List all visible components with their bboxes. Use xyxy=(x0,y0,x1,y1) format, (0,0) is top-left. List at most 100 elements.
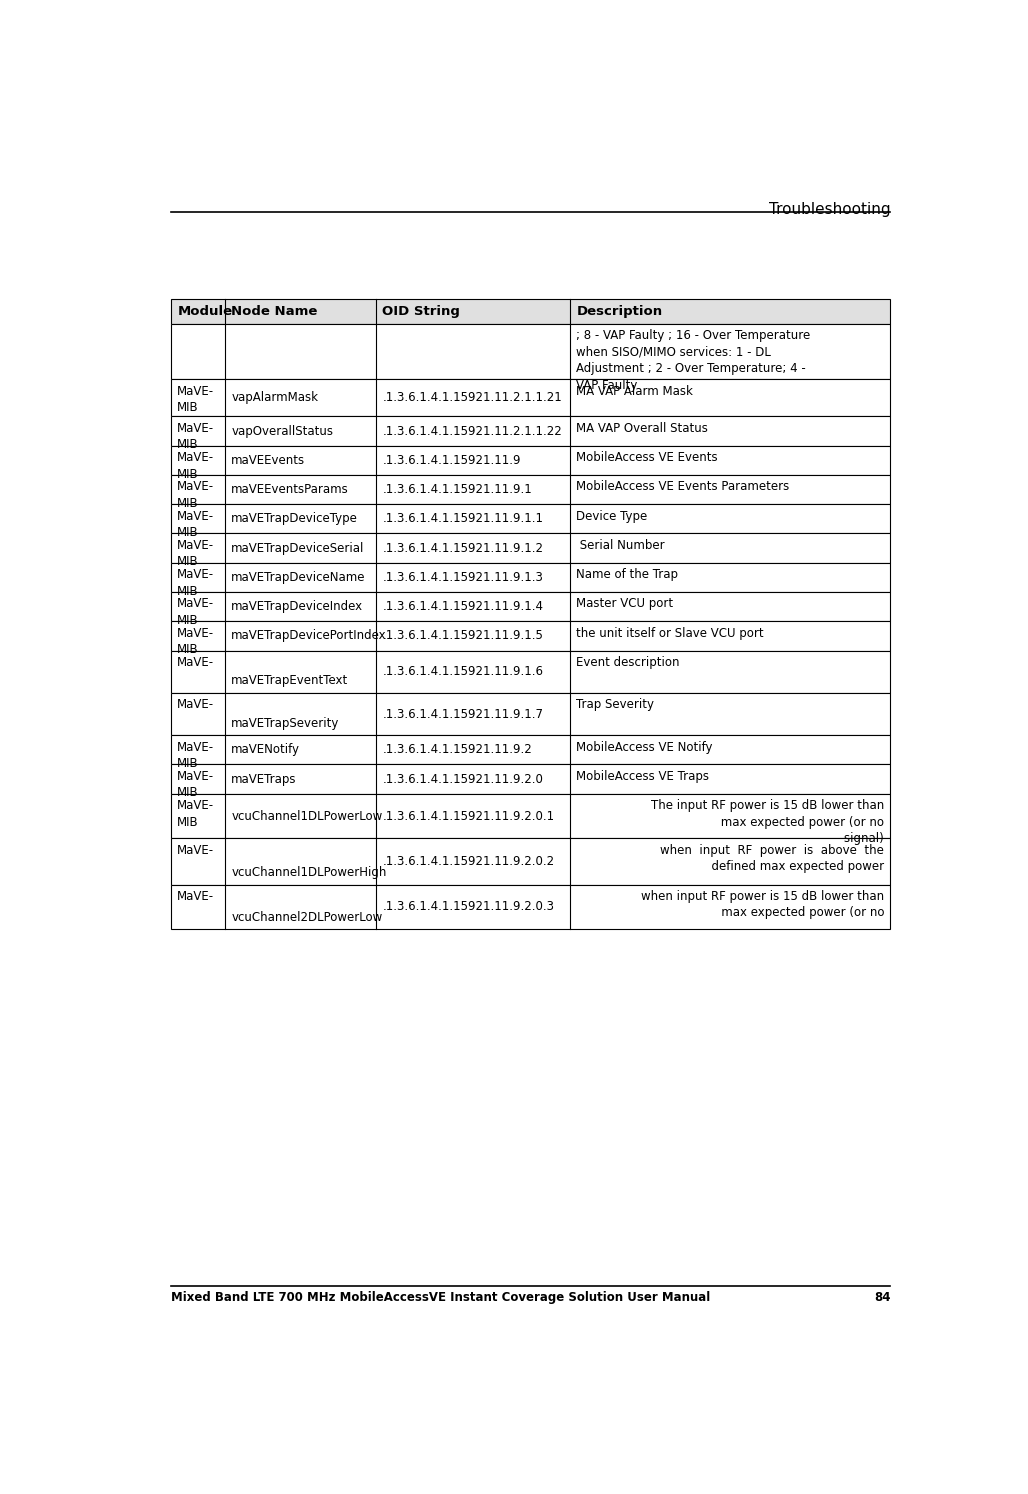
Text: vcuChannel1DLPowerHigh: vcuChannel1DLPowerHigh xyxy=(231,867,387,878)
Text: .1.3.6.1.4.1.15921.11.9.1.3: .1.3.6.1.4.1.15921.11.9.1.3 xyxy=(382,571,543,584)
Text: maVETrapDeviceIndex: maVETrapDeviceIndex xyxy=(231,601,363,613)
Text: MobileAccess VE Events Parameters: MobileAccess VE Events Parameters xyxy=(577,481,790,493)
Text: maVETrapEventText: maVETrapEventText xyxy=(231,674,348,687)
Text: MaVE-
MIB: MaVE- MIB xyxy=(177,451,215,481)
Text: maVEEventsParams: maVEEventsParams xyxy=(231,483,350,496)
Text: MaVE-
MIB: MaVE- MIB xyxy=(177,539,215,568)
Text: .1.3.6.1.4.1.15921.11.9.2.0.2: .1.3.6.1.4.1.15921.11.9.2.0.2 xyxy=(382,855,554,868)
Text: MaVE-
MIB: MaVE- MIB xyxy=(177,481,215,509)
Bar xyxy=(171,445,890,475)
Text: .1.3.6.1.4.1.15921.11.2.1.1.22: .1.3.6.1.4.1.15921.11.2.1.1.22 xyxy=(382,424,562,438)
Text: .1.3.6.1.4.1.15921.11.9.2.0.1: .1.3.6.1.4.1.15921.11.9.2.0.1 xyxy=(382,810,554,823)
Bar xyxy=(171,379,890,417)
Text: maVETrapDeviceName: maVETrapDeviceName xyxy=(231,571,366,584)
Bar xyxy=(171,533,890,563)
Text: Master VCU port: Master VCU port xyxy=(577,598,673,611)
Bar xyxy=(171,693,890,735)
Text: MaVE-: MaVE- xyxy=(177,656,215,669)
Text: Description: Description xyxy=(577,305,663,318)
Text: vcuChannel2DLPowerLow: vcuChannel2DLPowerLow xyxy=(231,911,382,923)
Bar xyxy=(171,650,890,693)
Text: .1.3.6.1.4.1.15921.11.9.1.1: .1.3.6.1.4.1.15921.11.9.1.1 xyxy=(382,512,543,526)
Text: Module: Module xyxy=(177,305,232,318)
Text: .1.3.6.1.4.1.15921.11.9.1.7: .1.3.6.1.4.1.15921.11.9.1.7 xyxy=(382,708,543,720)
Bar xyxy=(171,324,890,379)
Text: MaVE-: MaVE- xyxy=(177,890,215,902)
Text: maVETrapDeviceSerial: maVETrapDeviceSerial xyxy=(231,542,365,554)
Text: vapAlarmMask: vapAlarmMask xyxy=(231,391,319,405)
Text: MaVE-
MIB: MaVE- MIB xyxy=(177,626,215,656)
Bar xyxy=(171,417,890,445)
Bar xyxy=(171,884,890,929)
Bar xyxy=(171,563,890,592)
Text: MaVE-
MIB: MaVE- MIB xyxy=(177,568,215,598)
Text: MaVE-: MaVE- xyxy=(177,844,215,856)
Bar xyxy=(171,592,890,622)
Text: Node Name: Node Name xyxy=(231,305,318,318)
Text: Device Type: Device Type xyxy=(577,509,648,523)
Text: Serial Number: Serial Number xyxy=(577,539,665,551)
Text: Mixed Band LTE 700 MHz MobileAccessVE Instant Coverage Solution User Manual: Mixed Band LTE 700 MHz MobileAccessVE In… xyxy=(171,1291,710,1304)
Text: Trap Severity: Trap Severity xyxy=(577,698,655,711)
Bar xyxy=(171,503,890,533)
Text: .1.3.6.1.4.1.15921.11.9.1.4: .1.3.6.1.4.1.15921.11.9.1.4 xyxy=(382,601,543,613)
Bar xyxy=(171,445,890,475)
Text: Troubleshooting: Troubleshooting xyxy=(769,202,890,218)
Text: .1.3.6.1.4.1.15921.11.9.2: .1.3.6.1.4.1.15921.11.9.2 xyxy=(382,744,533,756)
Text: maVEEvents: maVEEvents xyxy=(231,454,305,466)
Bar xyxy=(171,299,890,324)
Text: maVENotify: maVENotify xyxy=(231,744,300,756)
Text: .1.3.6.1.4.1.15921.11.9.1.5: .1.3.6.1.4.1.15921.11.9.1.5 xyxy=(382,629,543,642)
Text: 84: 84 xyxy=(874,1291,890,1304)
Bar xyxy=(171,793,890,838)
Text: vapOverallStatus: vapOverallStatus xyxy=(231,424,333,438)
Text: MaVE-
MIB: MaVE- MIB xyxy=(177,799,215,829)
Bar xyxy=(171,735,890,765)
Bar xyxy=(171,475,890,503)
Bar xyxy=(171,650,890,693)
Bar xyxy=(171,503,890,533)
Text: OID String: OID String xyxy=(382,305,461,318)
Text: .1.3.6.1.4.1.15921.11.9.1.6: .1.3.6.1.4.1.15921.11.9.1.6 xyxy=(382,665,543,678)
Text: MaVE-: MaVE- xyxy=(177,698,215,711)
Text: MaVE-
MIB: MaVE- MIB xyxy=(177,741,215,769)
Text: the unit itself or Slave VCU port: the unit itself or Slave VCU port xyxy=(577,626,764,639)
Bar xyxy=(171,379,890,417)
Text: vcuChannel1DLPowerLow: vcuChannel1DLPowerLow xyxy=(231,810,382,823)
Bar xyxy=(171,622,890,650)
Text: MaVE-
MIB: MaVE- MIB xyxy=(177,385,215,414)
Text: Name of the Trap: Name of the Trap xyxy=(577,568,678,581)
Bar xyxy=(171,417,890,445)
Text: maVETraps: maVETraps xyxy=(231,772,297,786)
Bar xyxy=(171,693,890,735)
Text: Event description: Event description xyxy=(577,656,680,669)
Text: MaVE-
MIB: MaVE- MIB xyxy=(177,509,215,539)
Bar xyxy=(171,765,890,793)
Text: ; 8 - VAP Faulty ; 16 - Over Temperature
when SISO/MIMO services: 1 - DL
Adjustm: ; 8 - VAP Faulty ; 16 - Over Temperature… xyxy=(577,330,811,391)
Bar xyxy=(171,838,890,884)
Bar xyxy=(171,563,890,592)
Text: MobileAccess VE Notify: MobileAccess VE Notify xyxy=(577,741,713,753)
Text: .1.3.6.1.4.1.15921.11.9: .1.3.6.1.4.1.15921.11.9 xyxy=(382,454,521,466)
Bar xyxy=(171,592,890,622)
Bar xyxy=(171,884,890,929)
Text: .1.3.6.1.4.1.15921.11.9.1: .1.3.6.1.4.1.15921.11.9.1 xyxy=(382,483,533,496)
Text: MobileAccess VE Events: MobileAccess VE Events xyxy=(577,451,719,465)
Text: .1.3.6.1.4.1.15921.11.9.2.0.3: .1.3.6.1.4.1.15921.11.9.2.0.3 xyxy=(382,901,554,913)
Bar xyxy=(171,838,890,884)
Bar xyxy=(171,622,890,650)
Text: when input RF power is 15 dB lower than
   max expected power (or no: when input RF power is 15 dB lower than … xyxy=(641,890,884,919)
Text: maVETrapSeverity: maVETrapSeverity xyxy=(231,717,339,731)
Text: .1.3.6.1.4.1.15921.11.9.1.2: .1.3.6.1.4.1.15921.11.9.1.2 xyxy=(382,542,543,554)
Text: maVETrapDevicePortIndex: maVETrapDevicePortIndex xyxy=(231,629,387,642)
Bar xyxy=(171,533,890,563)
Text: maVETrapDeviceType: maVETrapDeviceType xyxy=(231,512,358,526)
Text: .1.3.6.1.4.1.15921.11.2.1.1.21: .1.3.6.1.4.1.15921.11.2.1.1.21 xyxy=(382,391,562,405)
Text: MobileAccess VE Traps: MobileAccess VE Traps xyxy=(577,769,709,783)
Bar xyxy=(171,793,890,838)
Bar xyxy=(171,475,890,503)
Bar xyxy=(171,299,890,324)
Bar xyxy=(171,324,890,379)
Text: when  input  RF  power  is  above  the
      defined max expected power: when input RF power is above the defined… xyxy=(660,844,884,874)
Text: .1.3.6.1.4.1.15921.11.9.2.0: .1.3.6.1.4.1.15921.11.9.2.0 xyxy=(382,772,543,786)
